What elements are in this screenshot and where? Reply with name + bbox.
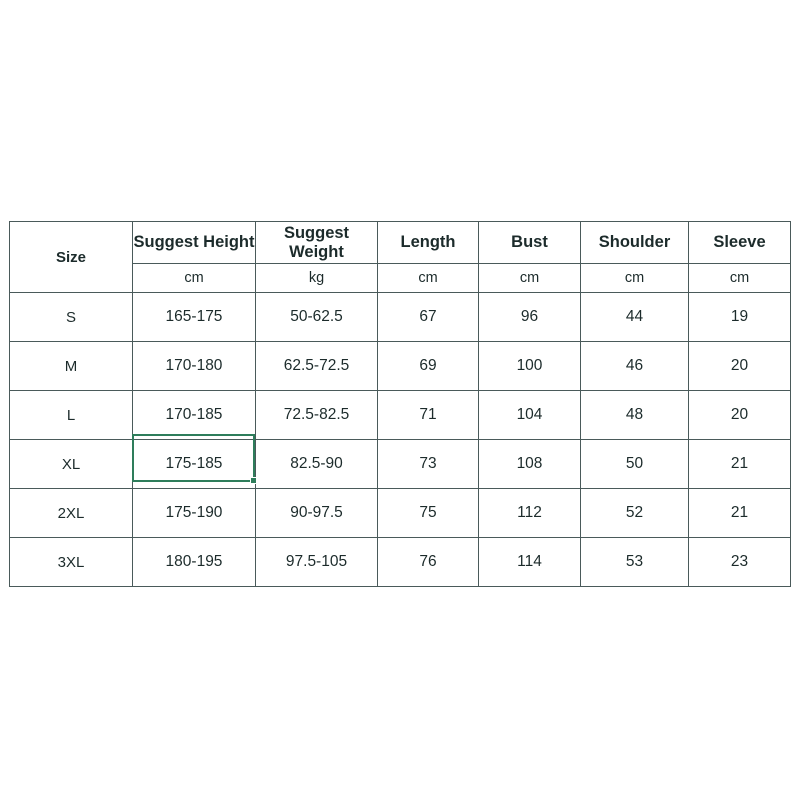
unit-cell-sleeve: cm — [688, 263, 791, 293]
cell-shoulder: 46 — [580, 341, 689, 391]
header-cell-length: Length — [377, 221, 479, 264]
unit-cell-length: cm — [377, 263, 479, 293]
table-header-label-row: Size Suggest Height Suggest Weight Lengt… — [9, 221, 791, 293]
unit-cell-suggest-height: cm — [132, 263, 256, 293]
cell-sleeve: 23 — [688, 537, 791, 587]
cell-suggest-height: 175-190 — [132, 488, 256, 538]
cell-suggest-height: 180-195 — [132, 537, 256, 587]
cell-suggest-height: 165-175 — [132, 292, 256, 342]
table-header-unit-row: cm kg cm cm cm cm — [10, 263, 791, 293]
header-cell-suggest-height: Suggest Height — [132, 221, 256, 264]
cell-shoulder: 52 — [580, 488, 689, 538]
cell-sleeve: 20 — [688, 390, 791, 440]
cell-sleeve: 19 — [688, 292, 791, 342]
cell-suggest-weight: 72.5-82.5 — [255, 390, 378, 440]
cell-bust: 112 — [478, 488, 581, 538]
cell-size: L — [9, 390, 133, 440]
cell-size: S — [9, 292, 133, 342]
header-cell-sleeve: Sleeve — [688, 221, 791, 264]
cell-suggest-weight: 62.5-72.5 — [255, 341, 378, 391]
cell-suggest-height: 170-180 — [132, 341, 256, 391]
cell-length: 67 — [377, 292, 479, 342]
cell-shoulder: 50 — [580, 439, 689, 489]
cell-suggest-weight: 97.5-105 — [255, 537, 378, 587]
table-row: S 165-175 50-62.5 67 96 44 19 — [9, 292, 791, 342]
cell-suggest-height-selected[interactable]: 175-185 — [132, 439, 256, 489]
cell-length: 73 — [377, 439, 479, 489]
table-row: L 170-185 72.5-82.5 71 104 48 20 — [9, 390, 791, 440]
header-cell-suggest-weight: Suggest Weight — [255, 221, 378, 264]
cell-sleeve: 21 — [688, 439, 791, 489]
cell-bust: 96 — [478, 292, 581, 342]
table-row: 2XL 175-190 90-97.5 75 112 52 21 — [9, 488, 791, 538]
cell-length: 71 — [377, 390, 479, 440]
unit-cell-suggest-weight: kg — [255, 263, 378, 293]
cell-length: 69 — [377, 341, 479, 391]
header-cell-shoulder: Shoulder — [580, 221, 689, 264]
cell-size: 2XL — [9, 488, 133, 538]
table-row: M 170-180 62.5-72.5 69 100 46 20 — [9, 341, 791, 391]
cell-suggest-weight: 90-97.5 — [255, 488, 378, 538]
cell-suggest-weight: 50-62.5 — [255, 292, 378, 342]
cell-sleeve: 20 — [688, 341, 791, 391]
cell-size: XL — [9, 439, 133, 489]
cell-shoulder: 53 — [580, 537, 689, 587]
cell-bust: 108 — [478, 439, 581, 489]
unit-cell-bust: cm — [478, 263, 581, 293]
cell-bust: 104 — [478, 390, 581, 440]
cell-bust: 114 — [478, 537, 581, 587]
cell-suggest-height: 170-185 — [132, 390, 256, 440]
header-cell-size: Size — [9, 221, 133, 293]
header-cell-bust: Bust — [478, 221, 581, 264]
cell-size: M — [9, 341, 133, 391]
cell-length: 76 — [377, 537, 479, 587]
cell-bust: 100 — [478, 341, 581, 391]
clothing-size-chart-table: Size Suggest Height Suggest Weight Lengt… — [9, 221, 791, 587]
table-row: 3XL 180-195 97.5-105 76 114 53 23 — [9, 537, 791, 587]
cell-size: 3XL — [9, 537, 133, 587]
table-row: XL 175-185 82.5-90 73 108 50 21 — [9, 439, 791, 489]
cell-shoulder: 48 — [580, 390, 689, 440]
cell-length: 75 — [377, 488, 479, 538]
cell-sleeve: 21 — [688, 488, 791, 538]
unit-cell-shoulder: cm — [580, 263, 689, 293]
cell-shoulder: 44 — [580, 292, 689, 342]
cell-suggest-weight: 82.5-90 — [255, 439, 378, 489]
size-chart-container: Size Suggest Height Suggest Weight Lengt… — [9, 221, 791, 587]
